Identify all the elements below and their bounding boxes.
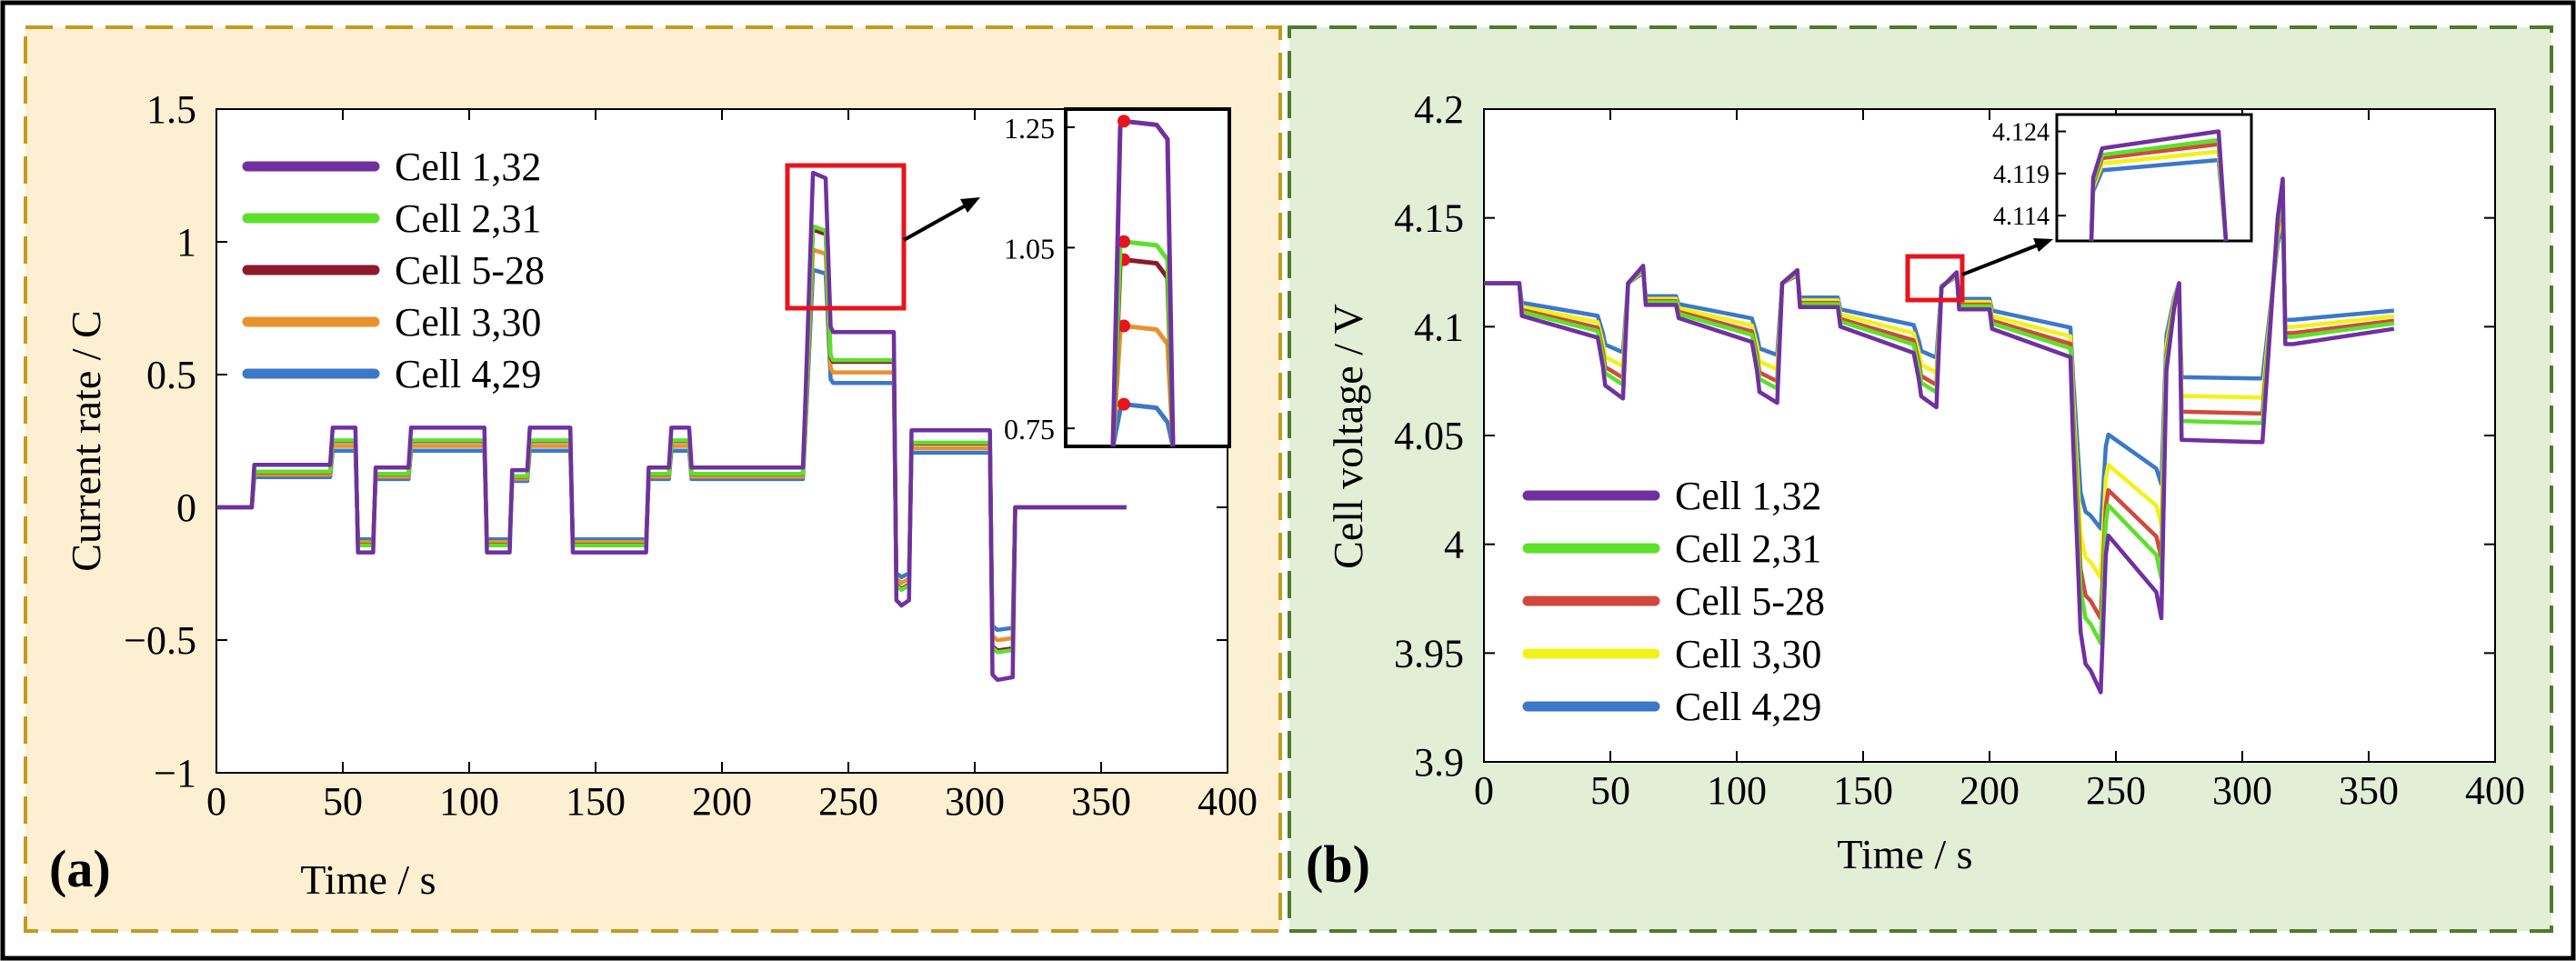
legend-entry-label: Cell 2,31 — [395, 196, 541, 241]
panel-a-y-tick-label: 0 — [176, 486, 196, 530]
inset-a-y-tick-label: 0.75 — [1004, 413, 1055, 445]
series-line-cell-1-32 — [1484, 176, 2395, 695]
panel-b-ticks: 0 50 100 150 200 250 300 350 400 3.9 3.95 4 4.05 4.1 4… — [1394, 87, 2525, 813]
inset-a-peak-marker — [1118, 235, 1130, 248]
panel-b-x-tick-label: 350 — [2339, 768, 2399, 813]
panel-b-y-tick-label: 3.9 — [1414, 740, 1464, 785]
inset-a-y-tick-label: 1.25 — [1004, 112, 1055, 145]
legend-entry-label: Cell 3,30 — [395, 300, 541, 345]
panel-b-series — [1484, 176, 2395, 695]
inset-b-y-tick-label: 4.119 — [1993, 161, 2050, 189]
panel-b-x-tick-label: 300 — [2212, 768, 2272, 813]
panel-a-x-tick-label: 200 — [692, 779, 752, 824]
panel-b-inset-series — [2089, 129, 2229, 242]
panel-a-inset-frame — [1064, 107, 1231, 448]
panel-a: 0 50 100 150 200 250 300 350 400 −1 −0.5 0 0.5 1 1.5 C… — [24, 25, 1282, 933]
panel-b-x-tick-label: 250 — [2086, 768, 2146, 813]
panel-b-y-tick-label: 3.95 — [1394, 631, 1464, 676]
panel-b-y-tick-label: 4.15 — [1394, 196, 1464, 241]
panel-b-zoom-arrow — [1961, 244, 2038, 276]
panel-a-x-tick-label: 100 — [439, 779, 499, 824]
legend-entry-label: Cell 2,31 — [1675, 526, 1821, 571]
panel-b-zoom-region-box — [1905, 254, 1965, 303]
legend-entry-label: Cell 3,30 — [1675, 632, 1821, 676]
panel-b-x-axis-label: Time / s — [1837, 831, 1972, 877]
panel-a-zoom-inset: 0.75 1.05 1.25 — [1004, 107, 1231, 448]
panel-a-x-tick-label: 50 — [323, 779, 363, 824]
panel-b-x-tick-label: 50 — [1590, 768, 1630, 813]
panel-b: 0 50 100 150 200 250 300 350 400 3.9 3.95 4 4.05 4.1 4… — [1288, 25, 2553, 933]
inset-b-y-tick-label: 4.124 — [1992, 119, 2050, 147]
panel-a-y-tick-label: −0.5 — [124, 618, 196, 663]
panel-b-x-tick-label: 150 — [1833, 768, 1893, 813]
panel-b-letter: (b) — [1306, 835, 1370, 894]
panel-a-y-tick-label: 1 — [176, 220, 196, 265]
panel-a-series — [216, 170, 1127, 683]
legend-entry-label: Cell 1,32 — [395, 145, 541, 189]
panel-b-y-axis-label: Cell voltage / V — [1325, 304, 1371, 569]
panel-b-x-tick-label: 200 — [1960, 768, 2020, 813]
panel-a-x-tick-label: 250 — [818, 779, 878, 824]
panel-a-x-tick-label: 350 — [1071, 779, 1131, 824]
panel-b-plot-area — [1483, 108, 2496, 763]
panel-a-zoom-arrow — [903, 204, 967, 242]
panel-a-letter: (a) — [49, 839, 111, 898]
panel-b-y-tick-label: 4.2 — [1414, 87, 1464, 132]
inset-a-peak-marker — [1118, 397, 1130, 411]
inset-a-series-line — [1110, 118, 1176, 447]
panel-a-inset-series — [1110, 115, 1176, 447]
panel-a-x-tick-label: 0 — [206, 779, 226, 824]
panel-a-y-axis-label: Current rate / C — [63, 310, 109, 571]
panel-a-x-tick-label: 300 — [945, 779, 1005, 824]
panel-a-y-tick-label: 1.5 — [146, 87, 196, 132]
panel-b-x-tick-label: 400 — [2465, 768, 2525, 813]
legend-entry-label: Cell 4,29 — [1675, 685, 1821, 729]
panel-b-y-tick-label: 4 — [1444, 523, 1464, 567]
panel-b-inset-ticks: 4.114 4.119 4.124 — [1992, 119, 2066, 231]
panel-a-inset-ticks: 0.75 1.05 1.25 — [1004, 112, 1075, 445]
panel-b-zoom-arrowhead — [2033, 238, 2053, 252]
panel-a-x-tick-label: 150 — [566, 779, 626, 824]
inset-b-series-line — [2089, 129, 2229, 242]
panel-a-ticks: 0 50 100 150 200 250 300 350 400 −1 −0.5 0 0.5 1 1.5 — [124, 87, 1258, 824]
inset-a-peak-marker — [1118, 319, 1130, 333]
inset-a-peak-marker — [1118, 115, 1130, 128]
panel-b-x-tick-label: 100 — [1707, 768, 1767, 813]
inset-a-y-tick-label: 1.05 — [1004, 232, 1055, 265]
panel-a-x-tick-label: 400 — [1198, 779, 1258, 824]
panel-b-x-tick-label: 0 — [1474, 768, 1494, 813]
panel-a-y-tick-label: −1 — [154, 751, 196, 796]
inset-a-series-line — [1110, 402, 1176, 447]
panel-b-y-tick-label: 4.05 — [1394, 414, 1464, 458]
panel-a-x-axis-label: Time / s — [300, 856, 436, 903]
series-line-cell-1-32 — [216, 170, 1127, 683]
panel-a-legend: Cell 1,32 Cell 2,31 Cell 5-28 Cell 3,30 Cell… — [242, 145, 545, 396]
panel-a-zoom-arrowhead — [960, 197, 980, 213]
panel-b-y-tick-label: 4.1 — [1414, 305, 1464, 349]
panel-a-y-tick-label: 0.5 — [146, 353, 196, 397]
legend-entry-label: Cell 5-28 — [395, 248, 545, 293]
legend-entry-label: Cell 4,29 — [395, 352, 541, 396]
legend-entry-label: Cell 1,32 — [1675, 474, 1821, 518]
legend-entry-label: Cell 5-28 — [1675, 579, 1825, 624]
panel-b-zoom-inset: 4.114 4.119 4.124 — [1992, 113, 2253, 243]
panel-a-zoom-region-box — [785, 163, 907, 311]
inset-b-y-tick-label: 4.114 — [1993, 203, 2050, 231]
panel-b-legend: Cell 1,32 Cell 2,31 Cell 5-28 Cell 3,30 Cell… — [1522, 474, 1825, 729]
